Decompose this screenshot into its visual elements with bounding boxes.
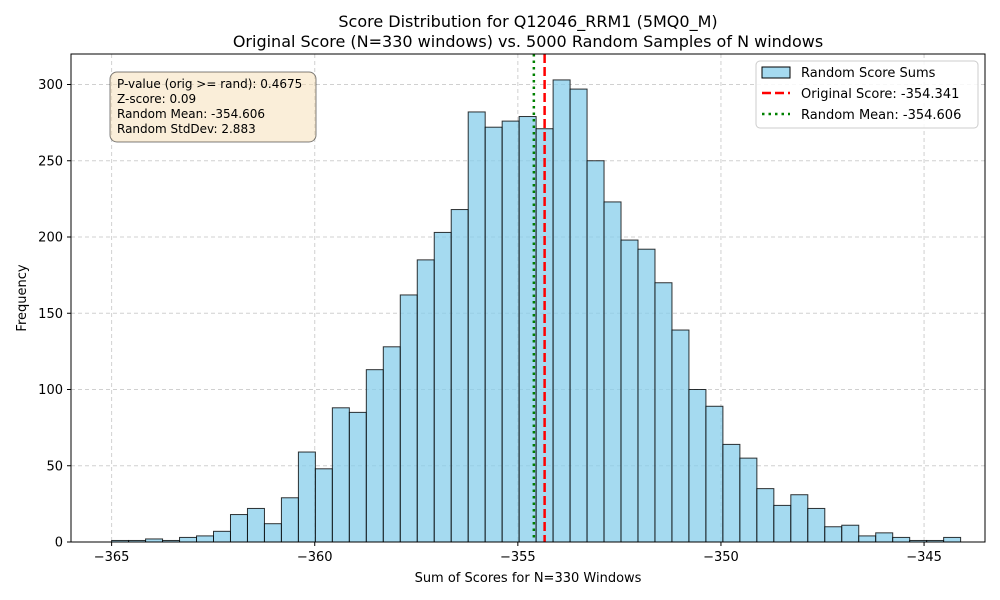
histogram-bar	[484, 126, 503, 543]
legend: Random Score Sums Original Score: -354.3…	[755, 60, 979, 129]
legend-swatch-histogram	[761, 66, 791, 79]
histogram-bar	[841, 524, 860, 543]
reference-lines	[532, 54, 546, 542]
histogram-bar	[603, 201, 622, 543]
histogram-bar	[552, 79, 571, 543]
histogram-bar	[569, 88, 588, 543]
histogram-bar	[790, 494, 809, 543]
histogram-bar	[892, 536, 911, 543]
y-tick-label: 300	[38, 78, 63, 93]
histogram-bar	[213, 530, 231, 543]
histogram-bar	[773, 504, 792, 543]
x-tick-label: −350	[703, 550, 739, 565]
histogram-bar	[365, 369, 384, 543]
y-tick-label: 250	[38, 154, 63, 169]
histogram-bar	[433, 231, 452, 543]
histogram-bar	[331, 407, 350, 543]
histogram-bar	[807, 507, 826, 543]
histogram-bar	[654, 282, 673, 543]
x-tick-label: −365	[94, 550, 130, 565]
histogram-bar	[297, 451, 316, 543]
histogram-bar	[314, 468, 333, 543]
x-tick-label: −355	[500, 550, 536, 565]
histogram-bar	[586, 160, 605, 543]
histogram-bar	[179, 536, 198, 543]
histogram-bar	[858, 535, 877, 543]
histogram-bar	[705, 405, 724, 543]
y-tick-label: 200	[38, 231, 63, 246]
y-axis-ticks: 0 50 100 150 200 250 300	[38, 78, 71, 551]
histogram-bar	[688, 389, 707, 543]
y-axis-label: Frequency	[15, 264, 30, 331]
histogram-bar	[671, 329, 690, 543]
histogram-bar	[943, 536, 962, 543]
histogram-bar	[399, 294, 418, 543]
histogram-bar	[416, 259, 435, 543]
histogram-bar	[229, 514, 248, 543]
histogram-bar	[756, 488, 775, 543]
y-tick-label: 0	[55, 536, 63, 551]
stats-annotation-box: P-value (orig >= rand): 0.4675 Z-score: …	[109, 71, 317, 143]
histogram-bar	[637, 248, 656, 543]
histogram-bar	[263, 523, 282, 543]
y-tick-label: 100	[38, 383, 63, 398]
x-tick-label: −345	[906, 550, 942, 565]
stats-random-stddev: Random StdDev: 2.883	[117, 122, 256, 136]
legend-label-mean: Random Mean: -354.606	[801, 108, 961, 123]
histogram-bar	[875, 532, 894, 543]
legend-frame	[755, 60, 979, 129]
legend-label-histogram: Random Score Sums	[801, 66, 936, 81]
legend-label-original: Original Score: -354.341	[801, 87, 959, 102]
histogram-bar	[348, 411, 367, 543]
plot-frame	[70, 53, 986, 543]
histogram-bar	[382, 346, 401, 543]
x-tick-label: −360	[297, 550, 333, 565]
histogram-bar	[467, 111, 486, 543]
chart-title: Score Distribution for Q12046_RRM1 (5MQ0…	[338, 12, 717, 32]
histogram-bar	[620, 239, 639, 543]
stats-box-background	[109, 71, 317, 143]
stats-random-mean: Random Mean: -354.606	[117, 107, 265, 121]
histogram-bar	[824, 526, 843, 543]
histogram-bar	[739, 457, 758, 543]
x-axis-label: Sum of Scores for N=330 Windows	[415, 571, 642, 586]
y-tick-label: 150	[38, 307, 63, 322]
histogram-bar	[501, 120, 520, 543]
histogram-bars	[111, 79, 962, 543]
stats-zscore: Z-score: 0.09	[117, 92, 196, 106]
histogram-bar	[280, 497, 299, 543]
histogram-bar	[722, 443, 741, 543]
y-tick-label: 50	[46, 459, 63, 474]
histogram-bar	[246, 507, 265, 543]
x-axis-ticks: −365 −360 −355 −350 −345	[94, 542, 942, 565]
histogram-bar	[196, 535, 215, 543]
stats-pvalue: P-value (orig >= rand): 0.4675	[117, 77, 302, 91]
histogram-bar	[450, 209, 469, 543]
chart-subtitle: Original Score (N=330 windows) vs. 5000 …	[233, 32, 823, 51]
